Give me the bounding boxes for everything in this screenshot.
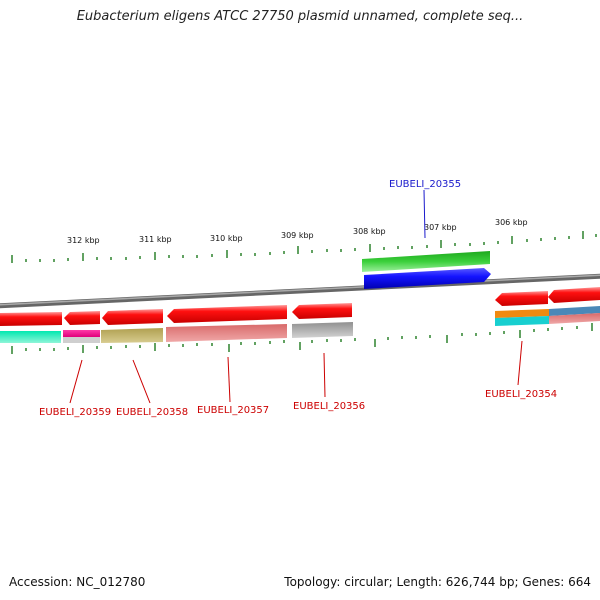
genome-backbone [0,273,600,309]
gene-label-eubeli-20354[interactable]: EUBELI_20354 [485,389,557,400]
scale-label-311: 311 kbp [139,235,172,244]
cog-band-grey [292,322,353,338]
scale-label-308: 308 kbp [353,227,386,236]
gene-label-eubeli-20358[interactable]: EUBELI_20358 [116,407,188,418]
accession-text: Accession: NC_012780 [9,575,146,589]
gene-arrow-eubeli-20356 [292,303,352,319]
genome-summary-text: Topology: circular; Length: 626,744 bp; … [284,575,591,589]
scale-label-310: 310 kbp [210,234,243,243]
leader-line-eubeli-20358 [132,359,151,404]
leader-line-eubeli-20356 [323,352,326,398]
gene-eubeli-20354[interactable] [495,291,549,326]
gene-label-eubeli-20355[interactable]: EUBELI_20355 [389,179,461,190]
gene-label-eubeli-20359[interactable]: EUBELI_20359 [39,407,111,418]
gene-eubeli-20357[interactable] [166,305,287,342]
outer-scale-ticks [11,231,597,263]
map-title: Eubacterium eligens ATCC 27750 plasmid u… [76,9,524,24]
cog-band-cyan [495,316,549,326]
gene-eubeli-20353-partial[interactable] [548,287,600,324]
gene-eubeli-20356[interactable] [292,303,353,338]
leader-line-eubeli-20355 [423,189,426,239]
inner-scale-ticks [11,323,593,354]
gene-eubeli-20358[interactable] [101,309,163,343]
leader-line-eubeli-20357 [227,356,231,403]
scale-label-312: 312 kbp [67,236,100,245]
gene-arrow-eubeli-20355 [364,268,491,289]
scale-label-307: 307 kbp [424,223,457,232]
cog-band-salmon [166,324,287,342]
scale-label-306: 306 kbp [495,218,528,227]
leader-line-eubeli-20359 [69,359,83,404]
gene-arrow-eubeli-20357 [167,305,287,323]
gene-eubeli-20359[interactable] [63,311,100,343]
gene-arrow-eubeli-20359 [64,311,100,325]
cog-band-green [362,251,490,272]
gene-label-eubeli-20356[interactable]: EUBELI_20356 [293,401,365,412]
cog-band-pink [63,330,100,337]
cog-band-orange [495,309,549,318]
gene-label-eubeli-20357[interactable]: EUBELI_20357 [197,405,269,416]
gene-arrow-eubeli-20354 [495,291,548,306]
gene-arrow-eubeli-20358 [102,309,163,325]
scale-label-309: 309 kbp [281,231,314,240]
cog-band-olive [101,328,163,343]
gene-eubeli-20360-partial[interactable] [0,312,62,343]
leader-line-eubeli-20354 [517,340,523,386]
gene-eubeli-20355[interactable] [362,251,491,289]
